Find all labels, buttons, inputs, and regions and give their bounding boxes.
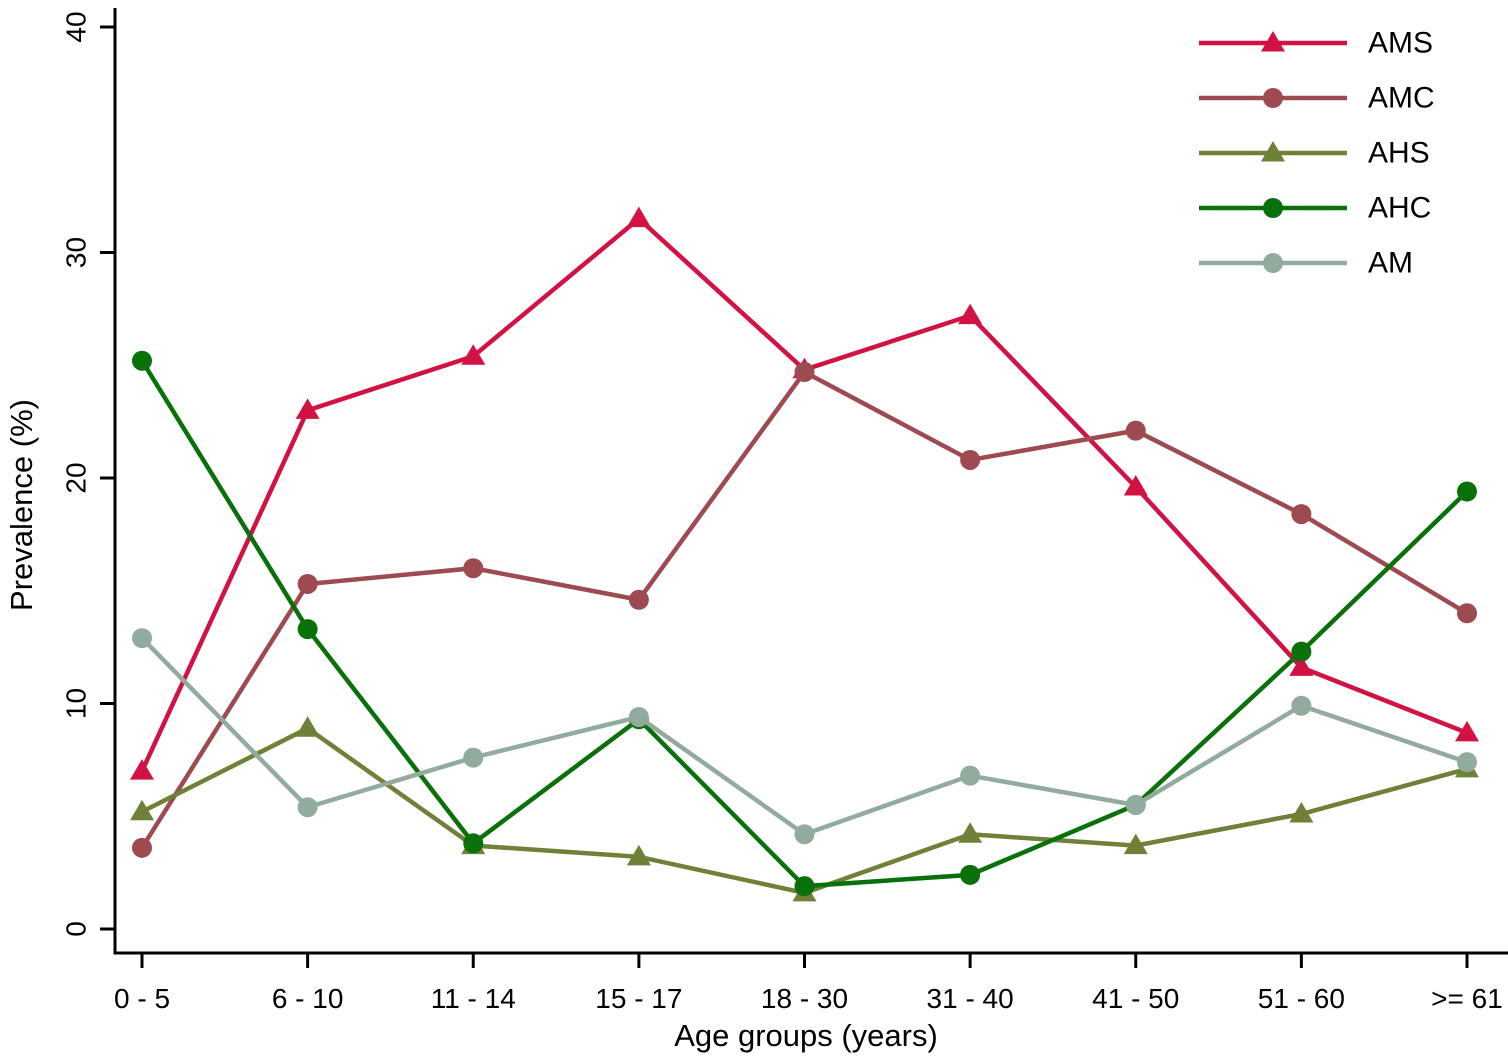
series-ams — [130, 206, 1479, 780]
legend-label-amc: AMC — [1368, 82, 1435, 115]
series-marker-amc — [1457, 603, 1477, 624]
series-marker-amc — [297, 573, 318, 594]
legend-marker-ams — [1261, 31, 1285, 52]
x-tick-label: 15 - 17 — [595, 983, 682, 1014]
x-tick-label: 11 - 14 — [431, 983, 516, 1014]
series-marker-ahc — [794, 876, 815, 897]
x-axis-title: Age groups (years) — [674, 1018, 938, 1053]
legend-label-am: AM — [1368, 247, 1413, 280]
legend-label-ahs: AHS — [1368, 137, 1430, 170]
series-ahs — [130, 716, 1479, 902]
y-tick-label: 30 — [61, 237, 92, 268]
series-marker-amc — [463, 558, 484, 579]
series-marker-ahc — [1457, 481, 1477, 502]
legend-label-ahc: AHC — [1368, 192, 1431, 225]
series-marker-am — [1291, 695, 1312, 716]
legend-marker-ahs — [1261, 141, 1285, 162]
series-marker-ahc — [297, 619, 318, 640]
series-line-ahc — [140, 359, 1469, 889]
series-marker-am — [1125, 794, 1146, 815]
series-line-am — [140, 636, 1468, 837]
legend-marker-ahc — [1263, 198, 1283, 218]
legend-marker-am — [1263, 253, 1283, 273]
series-marker-ahs — [295, 716, 320, 737]
series-marker-ahc — [132, 350, 152, 371]
series-marker-ahs — [1123, 833, 1148, 855]
series-marker-am — [628, 707, 649, 728]
x-tick-label: 51 - 60 — [1258, 983, 1345, 1014]
series-line-ahs — [140, 725, 1468, 896]
series-marker-ams — [295, 398, 320, 419]
legend-item-amc: AMC — [1199, 82, 1435, 115]
series-marker-ahs — [130, 799, 154, 821]
x-tick-label: 18 - 30 — [761, 983, 848, 1014]
x-tick-label: 31 - 40 — [927, 983, 1014, 1014]
legend-label-ams: AMS — [1368, 27, 1433, 60]
y-tick-label: 40 — [61, 11, 92, 42]
series-marker-ahs — [626, 844, 651, 866]
series-marker-ahc — [463, 833, 484, 854]
series-marker-amc — [1125, 420, 1146, 441]
series-marker-amc — [1291, 504, 1312, 525]
series-marker-am — [794, 824, 815, 845]
series-marker-ams — [1455, 720, 1479, 742]
series-marker-ams — [1123, 475, 1148, 496]
legend-item-ahs: AHS — [1199, 137, 1430, 170]
legend: AMS AMC AHS AHC AM — [1199, 27, 1435, 280]
series-ahc — [132, 350, 1477, 897]
x-tick-label: 0 - 5 — [114, 983, 170, 1014]
x-tick-label: >= 61 — [1431, 983, 1503, 1014]
legend-marker-amc — [1263, 88, 1283, 108]
series-marker-am — [960, 765, 981, 786]
series-marker-ahc — [960, 864, 981, 885]
series-marker-ams — [461, 344, 486, 365]
series-marker-ams — [958, 303, 983, 325]
series-marker-ams — [130, 759, 154, 780]
y-tick-label: 0 — [61, 921, 92, 937]
series-marker-am — [1457, 752, 1477, 773]
legend-item-ahc: AHC — [1199, 192, 1431, 225]
y-axis-title: Prevalence (%) — [4, 399, 39, 611]
y-tick-label: 20 — [61, 462, 92, 493]
legend-item-ams: AMS — [1199, 27, 1433, 60]
series-marker-ahs — [1289, 801, 1314, 823]
legend-item-am: AM — [1199, 247, 1413, 280]
x-tick-label: 6 - 10 — [272, 983, 344, 1014]
series-marker-amc — [628, 589, 649, 610]
series-marker-ams — [626, 206, 651, 228]
series-marker-am — [132, 628, 152, 649]
series-marker-amc — [794, 362, 815, 383]
plot-area: 0 10 20 30 40 0 - 5 6 - 10 11 - 14 15 - 17 18 - 3… — [61, 8, 1508, 1014]
series-marker-ahs — [958, 822, 983, 843]
x-tick-label: 41 - 50 — [1092, 983, 1179, 1014]
series-line-amc — [140, 369, 1469, 850]
series-marker-am — [297, 797, 318, 818]
series-marker-ams — [1289, 655, 1314, 676]
series-amc — [132, 362, 1477, 858]
series-marker-amc — [132, 837, 152, 858]
series-marker-am — [463, 747, 484, 768]
series-marker-ahc — [1291, 641, 1312, 662]
series-am — [132, 628, 1477, 845]
y-tick-label: 10 — [61, 688, 92, 719]
series-marker-amc — [960, 449, 981, 470]
